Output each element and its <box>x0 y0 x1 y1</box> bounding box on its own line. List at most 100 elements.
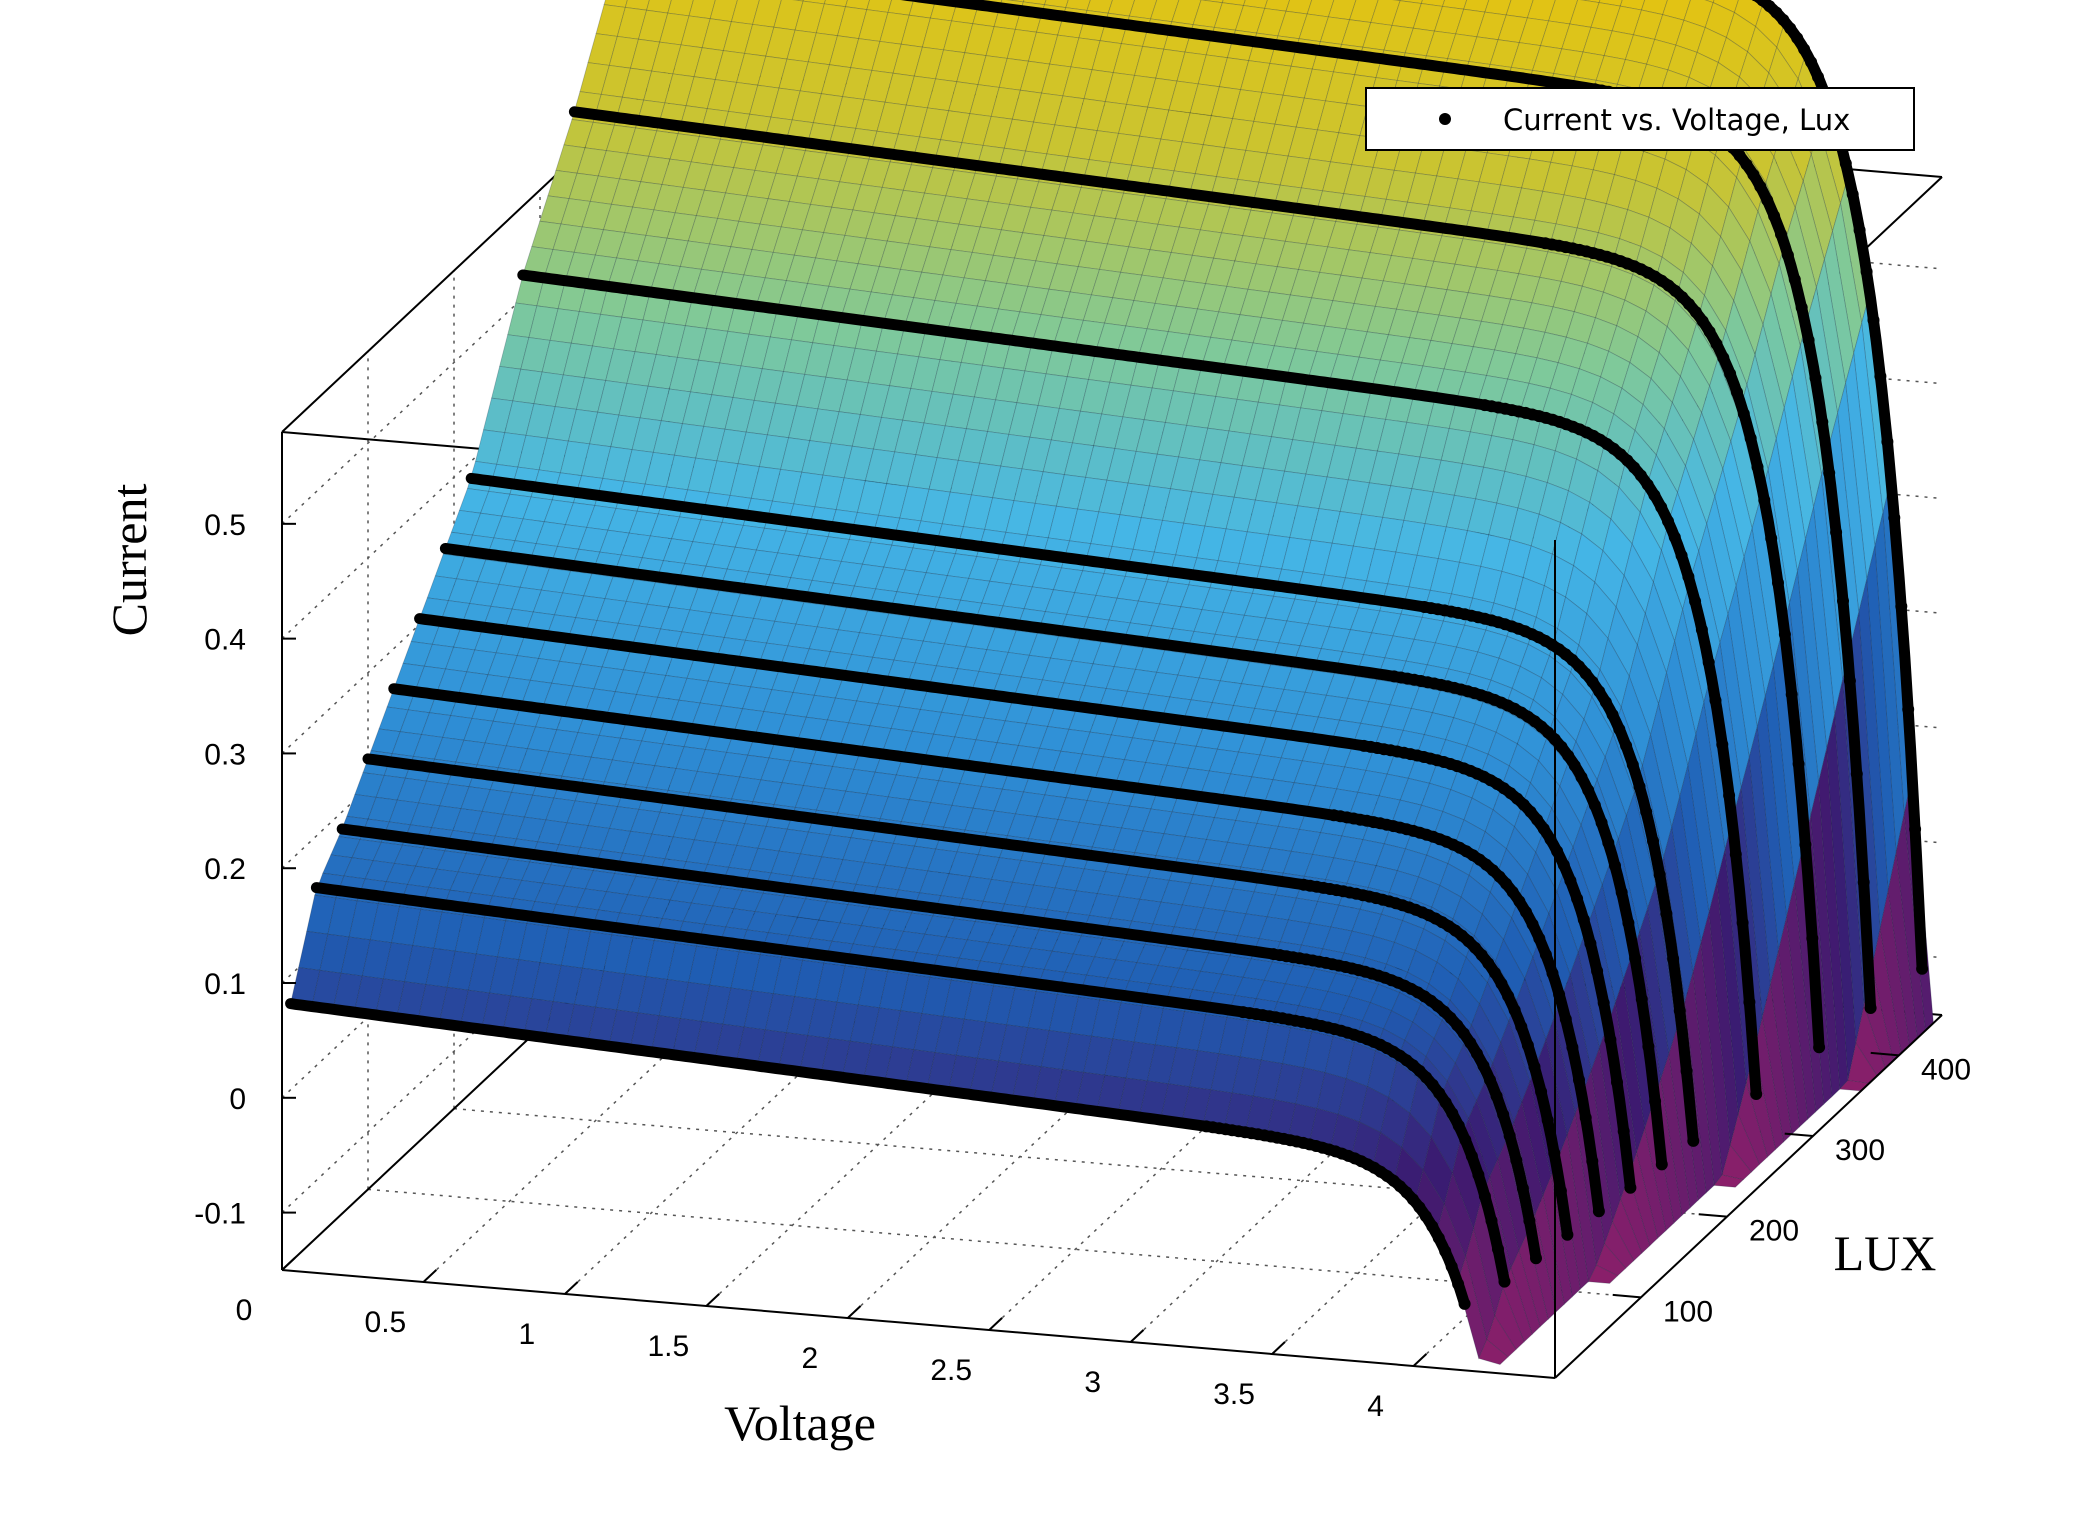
data-point <box>1724 367 1737 380</box>
data-point <box>1577 913 1590 926</box>
x-tick-label: 3.5 <box>1213 1378 1255 1411</box>
data-point <box>1559 1013 1572 1026</box>
data-point <box>1696 315 1709 328</box>
data-point <box>1602 836 1615 849</box>
surface-patch <box>1542 1174 1573 1305</box>
surface-patch <box>1660 1054 1691 1217</box>
data-curve-lux-190 <box>439 543 1668 1171</box>
data-point <box>1837 595 1849 607</box>
surface-patch <box>1558 1133 1589 1290</box>
data-point <box>1490 1090 1503 1103</box>
data-point <box>1791 32 1804 45</box>
data-point <box>1843 675 1856 687</box>
data-point <box>1806 932 1819 945</box>
surface-patch <box>1022 0 1047 6</box>
data-point <box>1530 1252 1542 1265</box>
data-point <box>1566 1041 1579 1054</box>
data-point <box>1909 823 1922 836</box>
data-point <box>1736 916 1749 929</box>
data-point <box>1554 1185 1567 1197</box>
grid-line <box>367 1188 1642 1299</box>
data-point <box>1680 1065 1693 1078</box>
data-point <box>1731 386 1743 399</box>
data-curve-lux-340 <box>568 106 1826 1054</box>
data-point <box>1772 576 1784 589</box>
data-point <box>1729 848 1742 861</box>
data-point <box>1660 907 1673 920</box>
data-point <box>1537 822 1550 835</box>
data-point <box>1465 1150 1478 1163</box>
x-tick-label: 4 <box>1367 1390 1384 1423</box>
surface-patch <box>1306 0 1335 18</box>
data-point <box>1584 937 1597 950</box>
x-tick <box>847 1305 862 1319</box>
data-point <box>1502 990 1515 1003</box>
data-point <box>1488 966 1501 979</box>
surface-patch <box>1392 0 1401 2</box>
data-point <box>1768 210 1781 222</box>
data-point <box>1830 526 1843 539</box>
data-point <box>1484 1074 1496 1086</box>
data-point <box>1528 1060 1541 1073</box>
data-point <box>1792 757 1805 770</box>
data-point <box>1419 1210 1432 1223</box>
data-point <box>1464 1036 1477 1049</box>
data-point <box>1620 739 1633 752</box>
surface-patch <box>1786 883 1817 1121</box>
x-tick <box>422 1269 438 1283</box>
data-point <box>1802 334 1815 347</box>
data-point <box>1754 180 1767 193</box>
surface-patch <box>1587 1264 1619 1284</box>
surface-patch <box>667 0 694 17</box>
data-point <box>1439 1245 1452 1258</box>
data-point <box>1743 996 1756 1009</box>
data-point <box>1606 708 1619 721</box>
data-point <box>1591 965 1604 978</box>
surface-patch <box>1729 1113 1760 1173</box>
data-point <box>1513 895 1526 908</box>
surface-patch <box>908 0 937 19</box>
data-point <box>1535 1085 1548 1098</box>
data-point <box>1662 515 1674 528</box>
z-tick-label: 0.3 <box>204 738 246 771</box>
data-point <box>1588 799 1601 812</box>
data-point <box>1809 372 1822 385</box>
y-axis-label: LUX <box>1834 1225 1937 1281</box>
data-point <box>1497 1108 1510 1121</box>
x-tick <box>705 1293 720 1307</box>
data-point <box>1593 685 1606 698</box>
data-point <box>1888 511 1901 524</box>
box-edge <box>281 1269 1556 1379</box>
data-point <box>1523 1214 1536 1227</box>
surface-patch <box>866 0 893 13</box>
data-point <box>1751 461 1764 473</box>
data-point <box>1777 13 1790 26</box>
data-point <box>1573 1074 1585 1086</box>
surface-patch <box>1171 0 1202 26</box>
surface-patch <box>1636 1127 1667 1239</box>
data-point <box>1622 917 1635 929</box>
data-point <box>1655 501 1668 514</box>
surface-patch <box>1327 0 1357 21</box>
legend-marker-icon <box>1439 113 1451 125</box>
surface-patch <box>823 0 848 8</box>
x-tick <box>988 1317 1003 1331</box>
x-tick <box>1271 1341 1286 1355</box>
data-point <box>1640 805 1653 818</box>
z-tick-label: 0.1 <box>204 968 246 1001</box>
data-point <box>1615 886 1628 899</box>
x-tick <box>1129 1329 1145 1343</box>
data-point <box>1439 1096 1452 1109</box>
y-tick-label: 200 <box>1749 1215 1799 1248</box>
data-point <box>1539 948 1552 961</box>
data-point <box>1733 149 1746 162</box>
y-tick <box>1698 1213 1728 1218</box>
data-point <box>1795 301 1808 314</box>
data-point <box>1579 1111 1592 1124</box>
data-point <box>1687 1134 1700 1147</box>
legend-entry: Current vs. Voltage, Lux <box>1503 103 1850 137</box>
data-point <box>1515 1020 1528 1033</box>
data-point <box>1874 370 1887 383</box>
data-point <box>1788 273 1801 286</box>
x-tick-label: 1.5 <box>647 1330 689 1363</box>
